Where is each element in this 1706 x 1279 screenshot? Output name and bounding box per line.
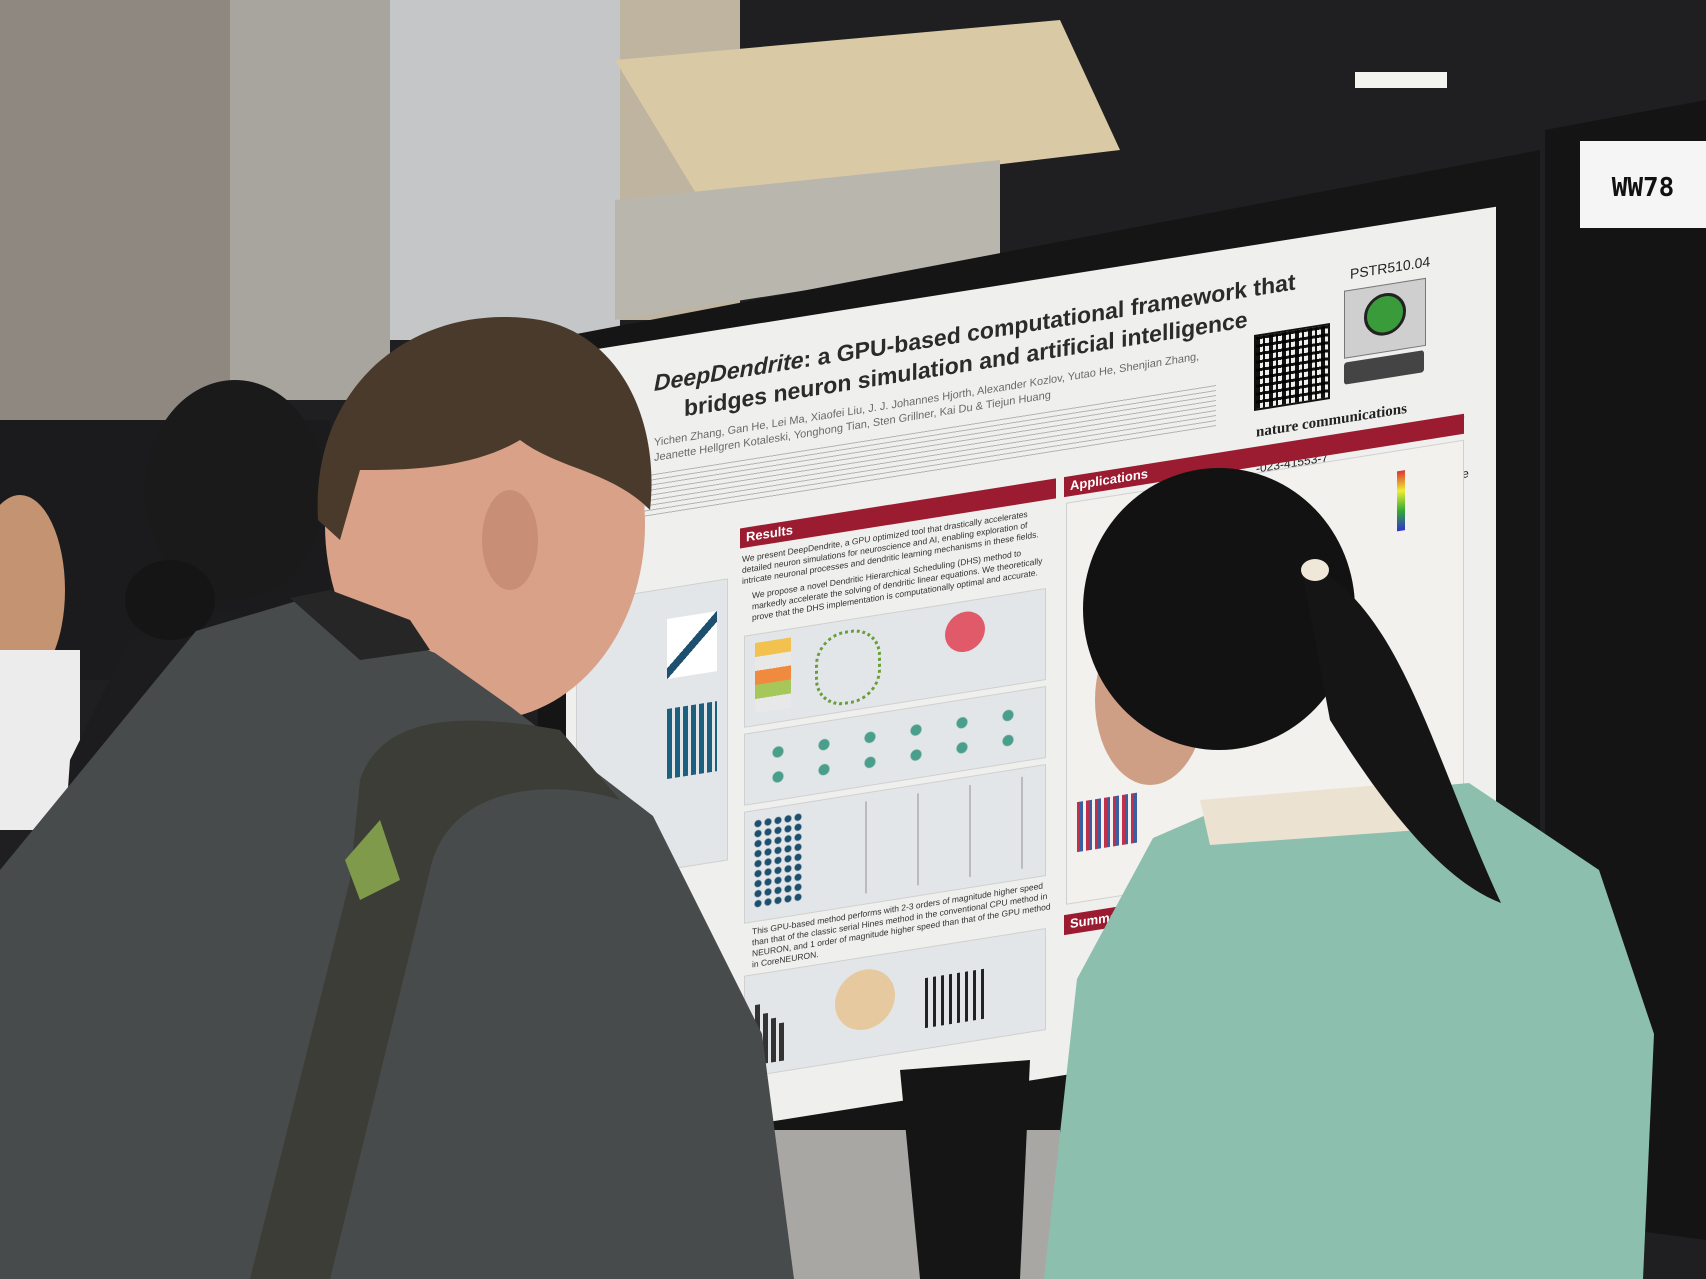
board-number: WW78: [1612, 173, 1675, 203]
woman-collar: [1200, 780, 1440, 845]
man-ear: [482, 490, 538, 590]
board-label: [1580, 141, 1706, 228]
pillar: [230, 0, 390, 400]
ceiling-panel: [615, 20, 1120, 200]
man-hair: [317, 316, 652, 540]
lanyard: [290, 590, 430, 660]
person-legs: [900, 1060, 1030, 1279]
backpack-strap: [250, 720, 620, 1279]
brick-pillar: [0, 0, 230, 460]
mezzanine: [615, 160, 1000, 320]
person-far-left: [0, 495, 65, 685]
woman-ponytail: [1300, 560, 1501, 903]
person-behind-hair: [145, 380, 325, 600]
woman-sweater: [1044, 783, 1654, 1279]
pillar: [390, 0, 620, 340]
backpack-accent: [345, 820, 400, 900]
person-behind-2: [125, 560, 215, 640]
light: [1355, 72, 1447, 88]
woman-hair: [1083, 468, 1355, 750]
hair-tie: [1301, 559, 1329, 581]
